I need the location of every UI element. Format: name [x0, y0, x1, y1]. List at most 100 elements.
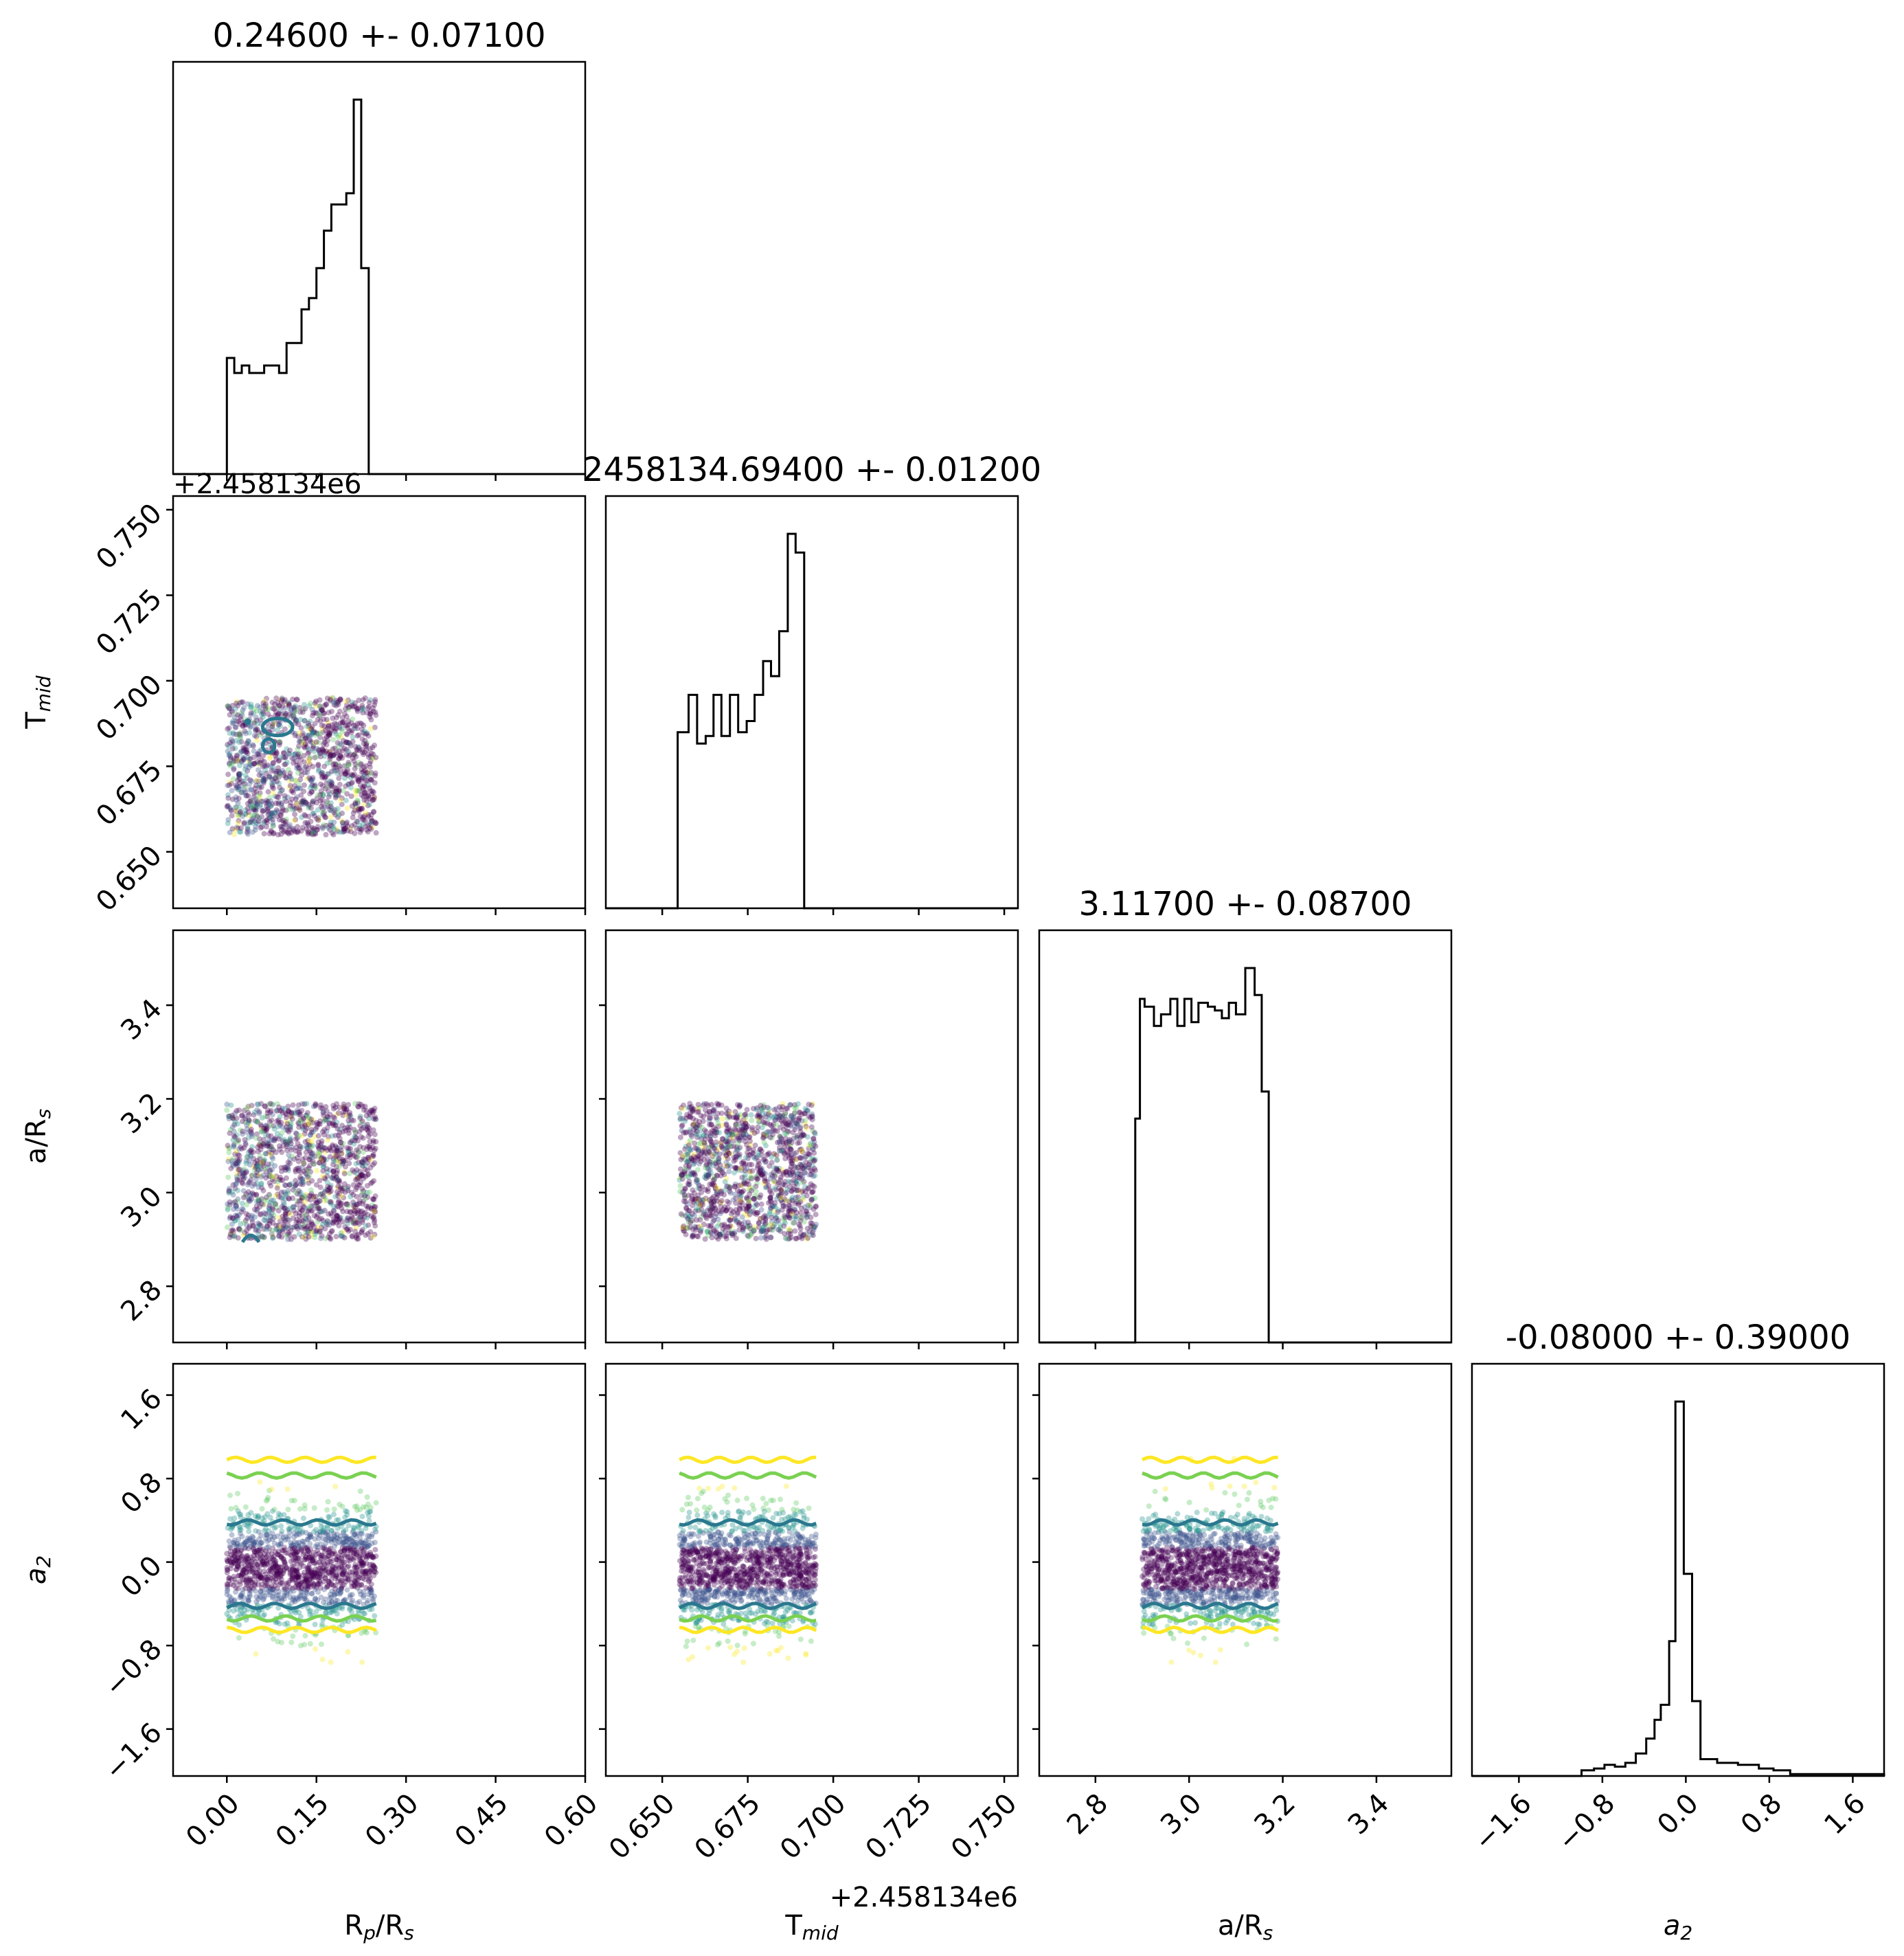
scatter-point — [299, 1108, 305, 1114]
scatter-point — [267, 814, 273, 820]
scatter-point — [273, 1108, 280, 1113]
scatter-point — [681, 1102, 686, 1108]
scatter-point — [249, 1190, 256, 1196]
scatter-point — [360, 1173, 366, 1179]
scatter-point — [359, 736, 365, 742]
scatter-point — [299, 798, 305, 804]
scatter-point — [238, 771, 244, 777]
scatter-point — [359, 816, 365, 822]
scatter-point — [331, 1208, 337, 1214]
scatter-point — [709, 1205, 715, 1211]
scatter-point — [738, 1165, 745, 1171]
scatter-point — [791, 1114, 797, 1121]
scatter-point — [730, 1138, 736, 1144]
scatter-point — [297, 1117, 303, 1123]
scatter-point — [341, 826, 347, 832]
scatter-point — [335, 745, 341, 751]
scatter-point — [294, 794, 300, 800]
scatter-point — [236, 1137, 241, 1143]
scatter-point — [332, 1123, 339, 1129]
scatter-point — [774, 1139, 780, 1145]
scatter-point — [309, 830, 315, 836]
scatter-point — [232, 745, 238, 751]
scatter-point — [291, 818, 297, 824]
scatter-point — [760, 1157, 767, 1162]
scatter-point — [709, 1122, 714, 1128]
scatter-point — [236, 1156, 242, 1162]
scatter-point — [275, 799, 282, 805]
scatter-point — [344, 723, 350, 729]
scatter-point — [795, 1116, 802, 1122]
scatter-point — [347, 1110, 353, 1116]
scatter-point — [711, 1128, 717, 1134]
scatter-point — [360, 1135, 366, 1141]
scatter-point — [336, 789, 342, 795]
scatter-point — [287, 1156, 293, 1162]
scatter-point — [321, 809, 328, 816]
scatter-point — [313, 1102, 319, 1108]
scatter-point — [286, 785, 293, 791]
scatter-point — [793, 1235, 800, 1241]
scatter-point — [321, 753, 328, 759]
scatter-point — [681, 1192, 688, 1198]
scatter-point — [256, 772, 262, 778]
scatter-point — [719, 1116, 725, 1122]
scatter-point — [794, 1187, 800, 1193]
scatter-point — [236, 1167, 241, 1173]
scatter-point — [783, 1169, 789, 1176]
scatter-point — [269, 727, 275, 733]
scatter-point — [780, 1112, 786, 1118]
scatter-point — [793, 1149, 800, 1156]
scatter-point — [307, 739, 313, 745]
scatter-point — [263, 763, 269, 769]
scatter-point — [240, 1206, 246, 1213]
scatter-point — [756, 1119, 762, 1125]
scatter-point — [748, 1209, 753, 1215]
scatter-point — [302, 1212, 308, 1218]
scatter-point — [811, 1150, 817, 1156]
scatter-point — [310, 798, 316, 805]
scatter-point — [323, 814, 329, 820]
scatter-point — [771, 1179, 777, 1185]
scatter-point — [286, 750, 292, 756]
scatter-point — [234, 785, 240, 791]
scatter-point — [229, 1189, 235, 1195]
scatter-point — [271, 720, 277, 726]
scatter-point — [256, 792, 262, 798]
scatter-point — [718, 1110, 725, 1116]
scatter-point — [233, 711, 239, 717]
scatter-point — [714, 1101, 720, 1107]
scatter-point — [235, 800, 241, 806]
scatter-point — [306, 1165, 312, 1171]
scatter-point — [367, 711, 373, 717]
scatter-point — [728, 1143, 734, 1149]
scatter-point — [304, 1112, 310, 1118]
scatter-point — [227, 1114, 233, 1120]
scatter-point — [365, 754, 372, 761]
scatter-point — [271, 767, 277, 774]
scatter-point — [323, 701, 329, 707]
scatter-point — [272, 701, 278, 707]
scatter-point — [330, 1175, 336, 1181]
scatter-point — [783, 1105, 789, 1112]
scatter-point — [238, 1144, 244, 1150]
scatter-point — [307, 791, 313, 797]
scatter-point — [690, 1169, 696, 1176]
scatter-point — [247, 1162, 253, 1168]
scatter-point — [270, 1156, 276, 1162]
y-tick-label: 3.2 — [115, 1087, 168, 1140]
scatter-point — [689, 1217, 695, 1224]
scatter-point — [337, 1217, 342, 1223]
scatter-point — [253, 820, 259, 826]
scatter-point — [277, 791, 283, 797]
scatter-point — [356, 732, 362, 738]
scatter-point — [231, 767, 237, 773]
scatter-point — [692, 1145, 698, 1151]
scatter-point — [322, 1149, 328, 1155]
scatter-point — [314, 1228, 320, 1234]
scatter-point — [246, 1225, 252, 1231]
scatter-point — [688, 1198, 694, 1204]
scatter-point — [313, 1646, 318, 1652]
scatter-point — [677, 1189, 683, 1195]
scatter-point — [240, 722, 246, 728]
